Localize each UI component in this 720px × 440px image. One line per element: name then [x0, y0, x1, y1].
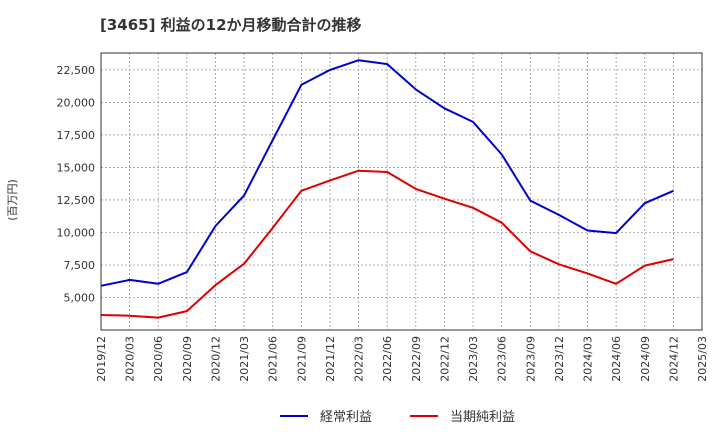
y-tick-label: 15,000	[57, 161, 96, 174]
chart-title: [3465] 利益の12か月移動合計の推移	[100, 16, 362, 34]
x-tick-label: 2023/03	[467, 336, 480, 382]
series-line-2	[100, 169, 674, 319]
x-tick-label: 2022/12	[438, 336, 451, 382]
y-tick-label: 17,500	[57, 129, 96, 142]
legend: 経常利益 当期純利益	[280, 410, 515, 425]
x-tick-label: 2021/06	[267, 336, 280, 382]
y-tick-label: 20,000	[57, 96, 96, 109]
x-tick-label: 2020/12	[209, 336, 222, 382]
legend-label-2: 当期純利益	[450, 410, 515, 425]
y-tick-label: 12,500	[57, 194, 96, 207]
series-line-1	[100, 59, 674, 287]
x-tick-label: 2019/12	[95, 336, 108, 382]
y-tick-label: 5,000	[64, 291, 96, 304]
plot-border	[100, 52, 703, 331]
x-tick-label: 2020/03	[124, 336, 137, 382]
x-tick-label: 2020/06	[152, 336, 165, 382]
y-tick-label: 10,000	[57, 226, 96, 239]
series-lines	[100, 59, 674, 319]
x-axis: 2019/12 2020/03 2020/06 2020/09 2020/12 2021/…	[95, 336, 709, 382]
plot-area	[101, 53, 702, 330]
x-tick-label: 2021/09	[295, 336, 308, 382]
x-tick-label: 2020/09	[181, 336, 194, 382]
x-tick-label: 2024/12	[667, 336, 680, 382]
x-tick-label: 2021/12	[324, 336, 337, 382]
y-axis-label: (百万円)	[6, 179, 19, 221]
x-tick-label: 2021/03	[238, 336, 251, 382]
x-tick-label: 2024/03	[582, 336, 595, 382]
x-tick-label: 2023/12	[553, 336, 566, 382]
y-tick-label: 7,500	[64, 259, 96, 272]
x-tick-label: 2025/03	[696, 336, 709, 382]
x-tick-label: 2023/06	[496, 336, 509, 382]
x-tick-label: 2022/06	[381, 336, 394, 382]
y-tick-label: 22,500	[57, 64, 96, 77]
x-tick-label: 2024/06	[610, 336, 623, 382]
y-axis: 5,000 7,500 10,000 12,500 15,000 17,500 20,000…	[57, 64, 96, 305]
x-tick-label: 2023/09	[524, 336, 537, 382]
legend-label-1: 経常利益	[320, 410, 372, 425]
x-tick-label: 2022/09	[410, 336, 423, 382]
x-tick-label: 2024/09	[639, 336, 652, 382]
x-tick-label: 2022/03	[353, 336, 366, 382]
